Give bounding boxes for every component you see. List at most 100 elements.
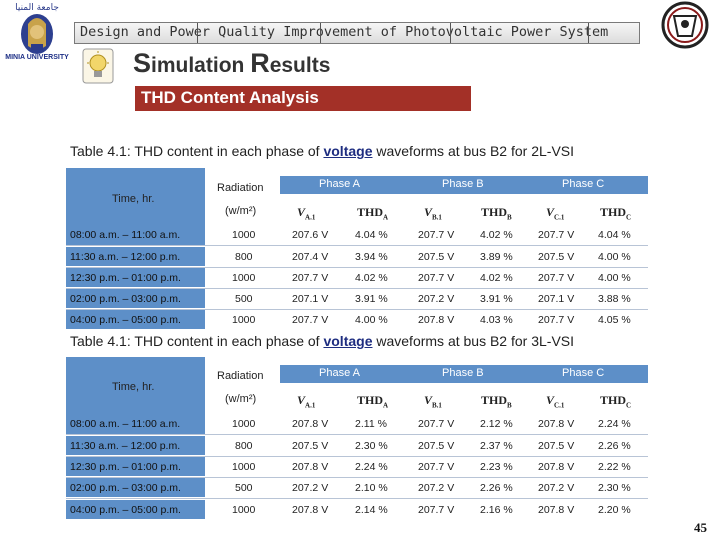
phase-a-header: Phase A [319,367,360,379]
symbol-main: V [546,205,555,219]
phase-a-header: Phase A [319,178,360,190]
vb-cell: 207.7 V [418,272,455,284]
thdb-cell: 2.26 % [480,482,513,494]
va-cell: 207.8 V [292,504,329,516]
symbol-main: V [424,393,433,407]
thdc-cell: 2.20 % [598,504,631,516]
time-cell: 04:00 p.m. – 05:00 p.m. [70,314,181,326]
thdb-cell: 3.91 % [480,293,513,305]
vb-cell: 207.2 V [418,482,455,494]
symbol-sub: B [507,401,512,410]
row-label-bg [66,500,205,519]
time-header: Time, hr. [112,193,155,205]
table-header-time [66,168,205,226]
symbol-sub: C [626,213,632,222]
symbol-main: THD [600,205,627,219]
vb-cell: 207.7 V [418,504,455,516]
thda-cell: 4.04 % [355,229,388,241]
thdb-cell: 4.03 % [480,314,513,326]
va-cell: 207.4 V [292,251,329,263]
radiation-cell: 500 [235,482,253,494]
thda-cell: 2.14 % [355,504,388,516]
symbol-main: V [424,205,433,219]
sub-banner-title: THD Content Analysis [141,88,319,107]
symbol-main: V [297,393,306,407]
banner-divider [197,23,198,43]
va-cell: 207.7 V [292,314,329,326]
svg-text:جامعة المنيا: جامعة المنيا [15,3,59,13]
time-cell: 08:00 a.m. – 11:00 a.m. [70,418,181,430]
banner-divider [320,23,321,43]
sub-banner: THD Content Analysis [135,86,471,111]
title-text: esults [269,54,331,77]
row-label-bg [66,415,205,434]
symbol-sub: A.1 [305,401,316,410]
vc-cell: 207.8 V [538,504,575,516]
caption-text: waveforms at bus B2 for 2L-VSI [372,143,575,159]
thdb-cell: 2.16 % [480,504,513,516]
symbol-sub: B.1 [432,213,442,222]
row-divider [66,456,648,457]
radiation-cell: 800 [235,251,253,263]
time-cell: 11:30 a.m. – 12:00 p.m. [70,251,181,263]
vc-cell: 207.8 V [538,418,575,430]
vc-cell: 207.7 V [538,272,575,284]
thdc-cell: 4.00 % [598,251,631,263]
table-header-time [66,357,205,415]
va-symbol: VA.1 [297,205,315,221]
time-cell: 08:00 a.m. – 11:00 a.m. [70,229,181,241]
va-cell: 207.6 V [292,229,329,241]
vb-cell: 207.2 V [418,293,455,305]
va-cell: 207.8 V [292,461,329,473]
vb-cell: 207.7 V [418,461,455,473]
symbol-sub: A [383,401,389,410]
phase-b-header: Phase B [442,367,484,379]
symbol-main: THD [600,393,627,407]
va-cell: 207.5 V [292,440,329,452]
thdc-cell: 2.22 % [598,461,631,473]
row-label-bg [66,436,205,455]
thdb-cell: 2.23 % [480,461,513,473]
time-cell: 02:00 p.m. – 03:00 p.m. [70,482,181,494]
symbol-sub: C [626,401,632,410]
vb-cell: 207.5 V [418,251,455,263]
vc-cell: 207.5 V [538,251,575,263]
caption-keyword: voltage [323,143,373,159]
thda-cell: 4.02 % [355,272,388,284]
banner [74,22,640,44]
thda-symbol: THDA [357,205,388,221]
time-cell: 04:00 p.m. – 05:00 p.m. [70,504,181,516]
radiation-cell: 1000 [232,272,256,284]
time-header: Time, hr. [112,381,155,393]
vc-cell: 207.7 V [538,229,575,241]
table-caption: Table 4.1: THD content in each phase of … [70,143,574,159]
thdc-cell: 3.88 % [598,293,631,305]
thdb-symbol: THDB [481,393,512,409]
row-divider [66,309,648,310]
vc-symbol: VC.1 [546,205,564,221]
banner-divider [450,23,451,43]
thdc-cell: 4.05 % [598,314,631,326]
thda-cell: 2.30 % [355,440,388,452]
page-number: 45 [694,520,707,535]
va-symbol: VA.1 [297,393,315,409]
symbol-main: V [546,393,555,407]
symbol-sub: B [507,213,512,222]
symbol-sub: A [383,213,389,222]
phase-c-header: Phase C [562,178,605,190]
radiation-cell: 500 [235,293,253,305]
row-label-bg [66,310,205,329]
symbol-main: THD [357,393,384,407]
lightbulb-icon [82,48,114,84]
thdc-cell: 4.00 % [598,272,631,284]
caption-text: Table 4.1: THD content in each phase of [70,143,324,159]
radiation-cell: 1000 [232,504,256,516]
table-caption: Table 4.1: THD content in each phase of … [70,333,574,349]
radiation-cell: 800 [235,440,253,452]
symbol-main: V [297,205,306,219]
thdc-cell: 4.04 % [598,229,631,241]
caption-keyword: voltage [323,333,373,349]
row-divider [66,267,648,268]
vc-cell: 207.1 V [538,293,575,305]
caption-text: Table 4.1: THD content in each phase of [70,333,324,349]
